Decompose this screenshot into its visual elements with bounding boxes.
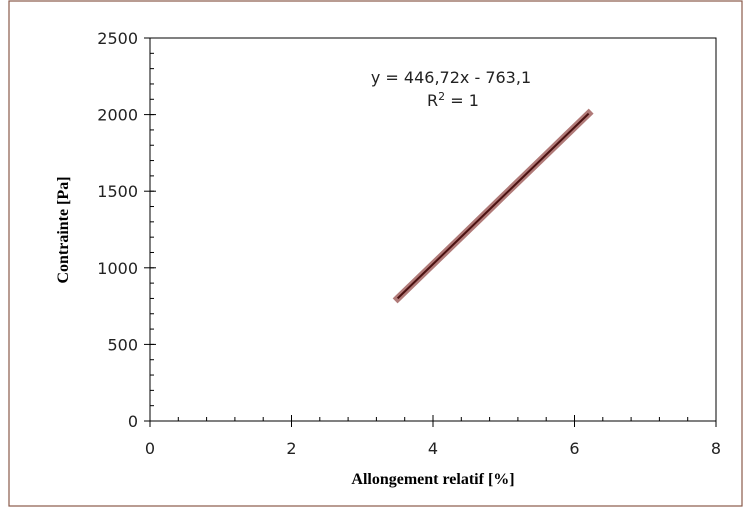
x-tick-label: 8: [711, 439, 721, 458]
r-squared-r: R: [427, 91, 438, 110]
y-tick-label: 1500: [97, 182, 138, 201]
x-tick-label: 6: [569, 439, 579, 458]
y-tick-label: 500: [107, 335, 138, 354]
x-axis-title: Allongement relatif [%]: [351, 471, 514, 488]
y-axis-title: Contrainte [Pa]: [55, 176, 72, 283]
r-squared-value: = 1: [445, 91, 479, 110]
trendline-path: [396, 112, 590, 300]
y-tick-label: 2500: [97, 29, 138, 48]
chart-frame: [8, 0, 743, 507]
axis-ticks: [144, 37, 717, 427]
r-squared-exponent: 2: [438, 90, 445, 103]
y-tick-label: 2000: [97, 106, 138, 125]
y-tick-label: 0: [128, 412, 138, 431]
y-tick-label: 1000: [97, 259, 138, 278]
x-tick-label: 2: [286, 439, 296, 458]
tick-labels: 0 500 1000 1500 2000 2500 0 2 4 6 8: [97, 29, 721, 458]
x-tick-label: 4: [428, 439, 438, 458]
r-squared-label: R2 = 1: [427, 90, 479, 110]
trendline-equation: y = 446,72x - 763,1: [371, 68, 531, 87]
x-tick-label: 0: [145, 439, 155, 458]
trendline: [396, 112, 590, 300]
